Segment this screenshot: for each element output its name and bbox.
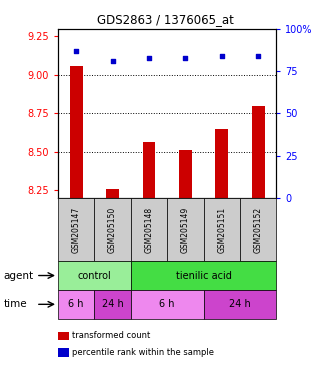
Bar [143, 142, 155, 198]
Bar [106, 189, 119, 198]
Text: 24 h: 24 h [229, 299, 251, 310]
Text: GSM205148: GSM205148 [144, 206, 154, 253]
Point [110, 58, 115, 64]
Text: 6 h: 6 h [160, 299, 175, 310]
Text: GSM205147: GSM205147 [71, 206, 81, 253]
Text: GSM205152: GSM205152 [254, 206, 263, 253]
Bar [70, 66, 82, 198]
Bar [179, 150, 192, 198]
Point [73, 48, 79, 54]
Text: GSM205149: GSM205149 [181, 206, 190, 253]
Text: GDS2863 / 1376065_at: GDS2863 / 1376065_at [97, 13, 234, 26]
Text: 6 h: 6 h [69, 299, 84, 310]
Text: 24 h: 24 h [102, 299, 123, 310]
Text: tienilic acid: tienilic acid [176, 270, 231, 281]
Text: GSM205151: GSM205151 [217, 206, 226, 253]
Text: agent: agent [3, 270, 33, 281]
Text: control: control [77, 270, 111, 281]
Text: transformed count: transformed count [72, 331, 150, 341]
Point [256, 53, 261, 59]
Point [146, 55, 152, 61]
Text: time: time [3, 299, 27, 310]
Point [219, 53, 224, 59]
Text: GSM205150: GSM205150 [108, 206, 117, 253]
Bar [215, 129, 228, 198]
Bar [252, 106, 264, 198]
Point [183, 55, 188, 61]
Text: percentile rank within the sample: percentile rank within the sample [72, 348, 214, 357]
